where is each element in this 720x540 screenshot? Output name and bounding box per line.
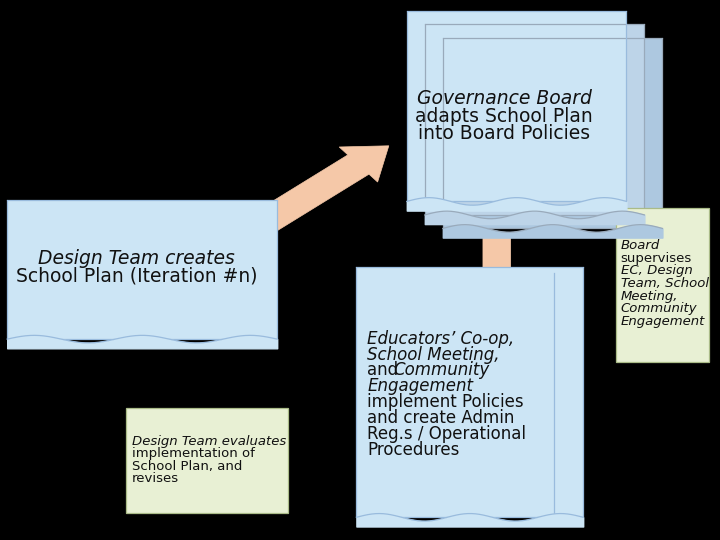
Text: Community: Community — [621, 302, 697, 315]
Text: implement Policies: implement Policies — [367, 393, 524, 411]
Text: Engagement: Engagement — [621, 315, 705, 328]
Text: Meeting,: Meeting, — [621, 289, 678, 302]
FancyBboxPatch shape — [425, 24, 644, 215]
Text: Engagement: Engagement — [367, 377, 473, 395]
Text: Board: Board — [621, 239, 660, 252]
Text: Community: Community — [394, 361, 490, 380]
Text: into Board Policies: into Board Policies — [418, 124, 590, 144]
Text: School Plan, and: School Plan, and — [132, 460, 242, 473]
Text: School Meeting,: School Meeting, — [367, 346, 500, 363]
FancyBboxPatch shape — [7, 200, 277, 339]
FancyBboxPatch shape — [407, 11, 626, 201]
Text: Procedures: Procedures — [367, 441, 459, 458]
Polygon shape — [176, 146, 389, 280]
Text: and create Admin: and create Admin — [367, 409, 515, 427]
FancyBboxPatch shape — [443, 38, 662, 228]
Text: Design Team creates: Design Team creates — [38, 249, 235, 268]
Polygon shape — [472, 235, 522, 316]
Text: EC, Design: EC, Design — [621, 265, 693, 278]
Text: adapts School Plan: adapts School Plan — [415, 106, 593, 126]
Text: implementation of: implementation of — [132, 447, 255, 460]
Text: supervises: supervises — [621, 252, 692, 265]
Text: and: and — [367, 361, 404, 380]
Text: revises: revises — [132, 472, 179, 485]
Text: Team, School: Team, School — [621, 277, 708, 290]
FancyBboxPatch shape — [356, 267, 583, 517]
Text: Educators’ Co-op,: Educators’ Co-op, — [367, 330, 514, 348]
FancyBboxPatch shape — [126, 408, 288, 513]
Text: Reg.s / Operational: Reg.s / Operational — [367, 425, 526, 443]
FancyBboxPatch shape — [616, 208, 709, 362]
Text: Design Team evaluates: Design Team evaluates — [132, 435, 286, 448]
Text: School Plan (Iteration #n): School Plan (Iteration #n) — [16, 267, 258, 286]
Text: Governance Board: Governance Board — [417, 89, 591, 108]
